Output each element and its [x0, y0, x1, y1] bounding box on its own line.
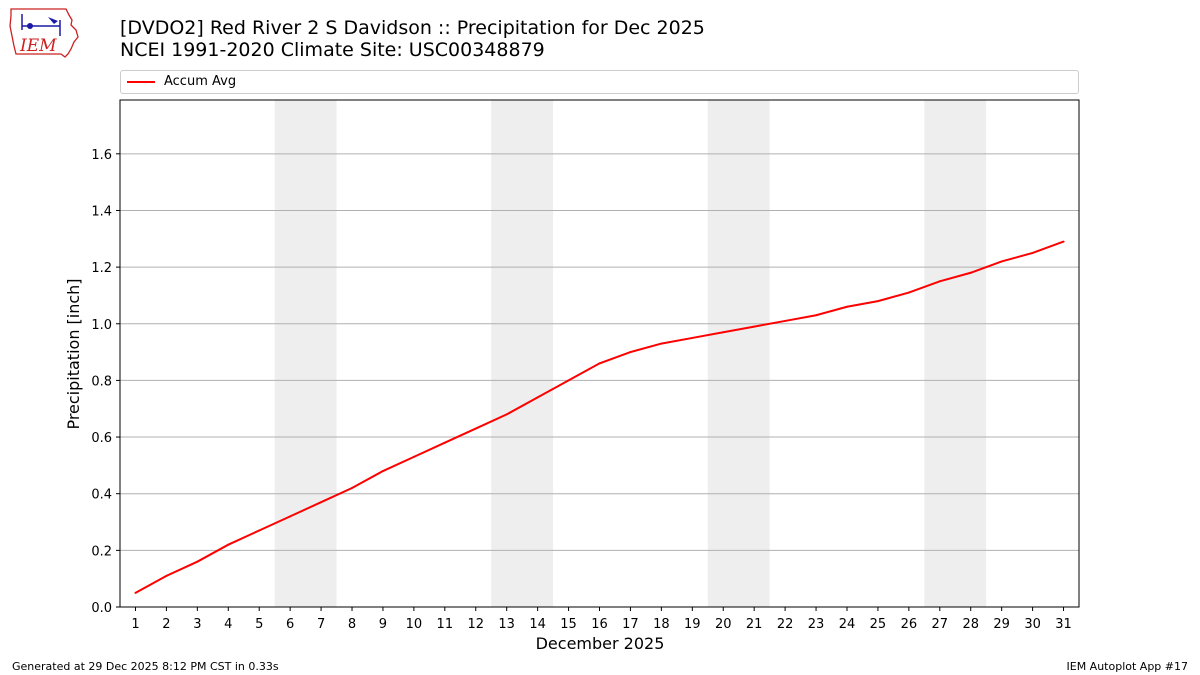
weekend-band: [274, 100, 337, 607]
data-point: [969, 271, 972, 274]
data-point: [660, 342, 663, 345]
x-tick-label: 14: [529, 617, 546, 632]
data-point: [165, 574, 168, 577]
data-point: [1000, 260, 1003, 263]
data-point: [351, 487, 354, 490]
x-tick-label: 24: [839, 617, 856, 632]
x-tick-label: 1: [131, 617, 139, 632]
x-axis-label: December 2025: [536, 634, 665, 653]
y-axis-label: Precipitation [inch]: [64, 278, 83, 429]
x-tick-label: 27: [932, 617, 949, 632]
data-point: [258, 529, 261, 532]
x-tick-label: 21: [746, 617, 763, 632]
y-tick-label: 1.2: [91, 261, 112, 276]
data-point: [753, 325, 756, 328]
weather-instrument-cup: [27, 23, 33, 29]
data-point: [289, 515, 292, 518]
data-point: [938, 280, 941, 283]
x-tick-label: 8: [348, 617, 356, 632]
series-line-accum-avg: [134, 240, 1064, 594]
x-tick-label: 28: [962, 617, 979, 632]
logo-text: IEM: [19, 36, 57, 56]
data-point: [443, 441, 446, 444]
data-point: [1031, 251, 1034, 254]
data-point: [536, 396, 539, 399]
data-point: [907, 291, 910, 294]
x-axis-ticks: 1 2 3 4 5 6 7 8 9 10 11 12 13 14 15 16 17 18 19 20 21 22 23 24 2…: [131, 607, 1072, 632]
data-point: [474, 427, 477, 430]
x-tick-label: 25: [870, 617, 887, 632]
data-point: [505, 413, 508, 416]
x-tick-label: 26: [901, 617, 918, 632]
y-tick-label: 1.6: [91, 148, 112, 163]
data-point: [412, 455, 415, 458]
data-point: [227, 543, 230, 546]
weekend-bands: [274, 100, 987, 607]
chart-subtitle: NCEI 1991-2020 Climate Site: USC00348879: [120, 39, 545, 61]
data-point: [722, 331, 725, 334]
chart-title: [DVDO2] Red River 2 S Davidson :: Precip…: [120, 17, 705, 39]
x-tick-label: 22: [777, 617, 794, 632]
x-tick-label: 3: [193, 617, 201, 632]
x-tick-label: 30: [1024, 617, 1041, 632]
gridlines: [120, 153, 1079, 551]
iowa-outline-shape: [9, 8, 79, 58]
x-tick-label: 6: [286, 617, 294, 632]
x-tick-label: 13: [498, 617, 515, 632]
data-point: [845, 305, 848, 308]
x-tick-label: 15: [560, 617, 577, 632]
wind-vane-icon: [48, 17, 58, 24]
data-point: [784, 319, 787, 322]
x-tick-label: 7: [317, 617, 325, 632]
series-lines: [134, 240, 1065, 594]
x-tick-label: 12: [467, 617, 484, 632]
x-tick-label: 17: [622, 617, 639, 632]
x-tick-label: 23: [808, 617, 825, 632]
data-point: [134, 591, 137, 594]
legend-swatch: [127, 81, 155, 83]
weekend-band: [491, 100, 554, 607]
x-tick-label: 18: [653, 617, 670, 632]
data-point: [567, 379, 570, 382]
x-tick-label: 4: [224, 617, 232, 632]
legend-label: Accum Avg: [164, 74, 237, 89]
x-tick-label: 2: [162, 617, 170, 632]
y-tick-label: 0.8: [91, 374, 112, 389]
x-tick-label: 5: [255, 617, 263, 632]
x-tick-label: 11: [437, 617, 454, 632]
x-tick-label: 29: [993, 617, 1010, 632]
y-tick-label: 1.4: [91, 204, 112, 219]
x-tick-label: 9: [379, 617, 387, 632]
x-tick-label: 20: [715, 617, 732, 632]
data-point: [691, 336, 694, 339]
footer-generated: Generated at 29 Dec 2025 8:12 PM CST in …: [12, 660, 279, 673]
data-point: [196, 560, 199, 563]
footer-app: IEM Autoplot App #17: [1066, 660, 1189, 673]
x-tick-label: 31: [1055, 617, 1072, 632]
y-tick-label: 0.0: [91, 601, 112, 616]
data-point: [381, 470, 384, 473]
x-tick-label: 19: [684, 617, 701, 632]
iem-logo: IEM: [9, 8, 79, 58]
x-tick-label: 16: [591, 617, 608, 632]
data-point: [629, 351, 632, 354]
data-point: [1062, 240, 1065, 243]
weekend-band: [924, 100, 987, 607]
data-point: [815, 314, 818, 317]
data-point: [876, 300, 879, 303]
data-point: [598, 362, 601, 365]
legend: Accum Avg: [120, 70, 1079, 94]
y-axis-ticks: 0.0 0.2 0.4 0.6 0.8 1.0 1.2 1.4 1.6: [91, 148, 120, 616]
x-tick-label: 10: [406, 617, 423, 632]
y-tick-label: 0.4: [91, 488, 112, 503]
y-tick-label: 1.0: [91, 318, 112, 333]
weekend-band: [707, 100, 770, 607]
y-tick-label: 0.6: [91, 431, 112, 446]
data-point: [320, 501, 323, 504]
y-tick-label: 0.2: [91, 544, 112, 559]
